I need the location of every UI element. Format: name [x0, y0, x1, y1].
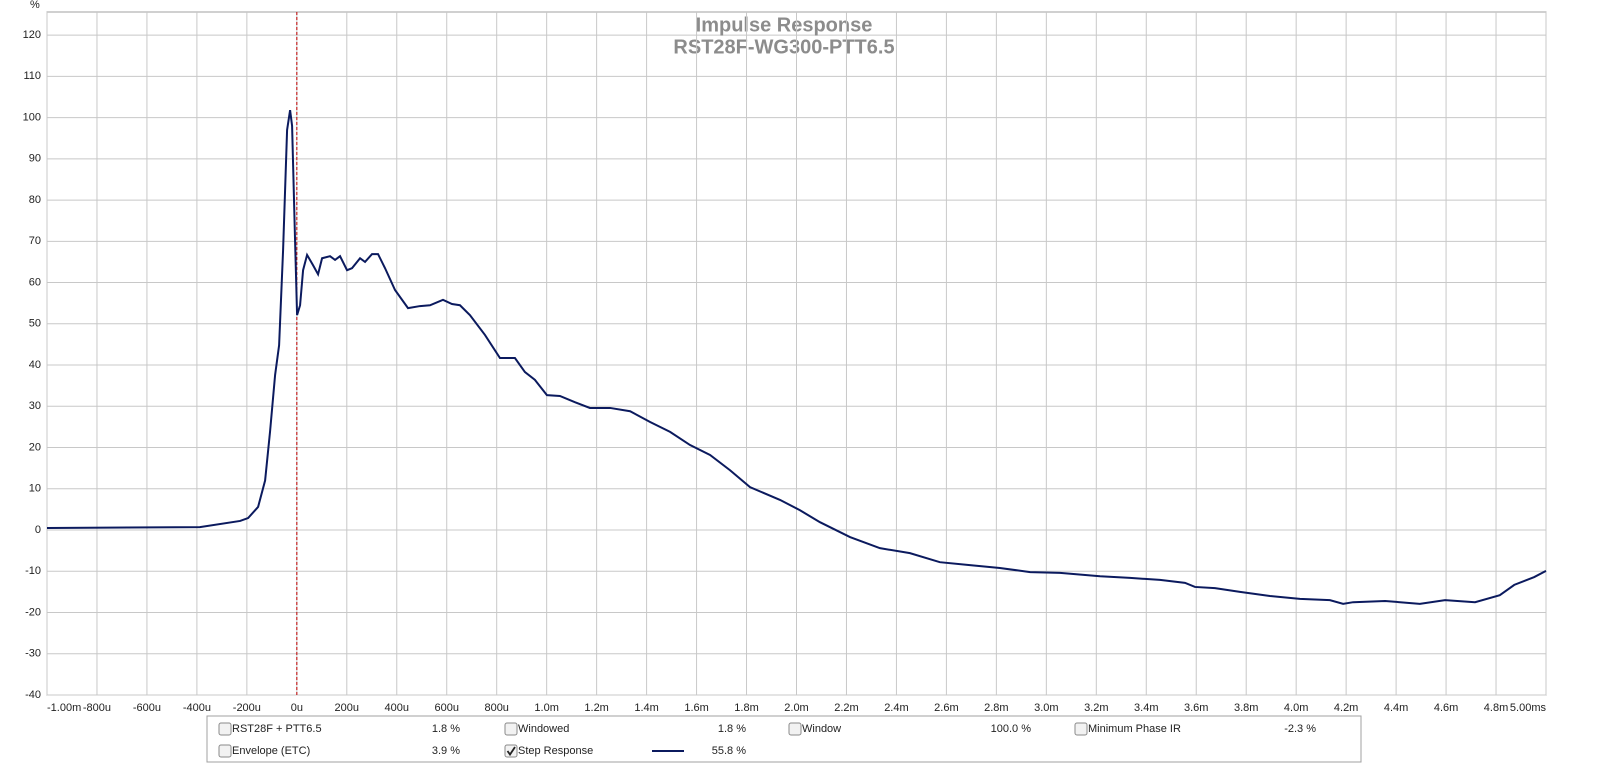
legend-readout: 3.9 %	[432, 745, 460, 757]
x-tick-label: 0u	[291, 702, 303, 714]
checkbox[interactable]	[1074, 722, 1088, 736]
legend-name: RST28F + PTT6.5	[232, 723, 322, 735]
x-tick-label: 400u	[385, 702, 409, 714]
checkbox[interactable]	[218, 722, 232, 736]
legend-name: Windowed	[518, 723, 569, 735]
y-tick-label: -40	[25, 689, 41, 701]
x-tick-label: -600u	[133, 702, 161, 714]
y-tick-label: 40	[29, 359, 41, 371]
legend-name: Window	[802, 723, 841, 735]
step-response-line	[46, 110, 1547, 605]
y-tick-label: 100	[23, 111, 41, 123]
legend-panel	[206, 715, 1362, 763]
checkbox[interactable]	[504, 722, 518, 736]
legend-readout: 100.0 %	[991, 723, 1032, 735]
legend-readout: -2.3 %	[1284, 723, 1316, 735]
checkbox[interactable]	[504, 744, 518, 758]
y-tick-label: 30	[29, 400, 41, 412]
x-tick-label: 3.8m	[1234, 702, 1258, 714]
x-tick-label: 200u	[335, 702, 359, 714]
legend-readout: 55.8 %	[712, 745, 746, 757]
x-tick-label: 5.00ms	[1510, 702, 1547, 714]
y-tick-label: 110	[23, 70, 41, 82]
y-tick-label: -30	[25, 648, 41, 660]
y-tick-label: 70	[29, 235, 41, 247]
chart-title: Impulse Response	[696, 14, 873, 36]
x-tick-label: 4.4m	[1384, 702, 1408, 714]
x-tick-label: 1.6m	[684, 702, 708, 714]
x-tick-label: -1.00m	[47, 702, 81, 714]
legend-name: Envelope (ETC)	[232, 745, 310, 757]
x-tick-label: 1.2m	[584, 702, 608, 714]
x-tick-label: 1.8m	[734, 702, 758, 714]
x-tick-label: 3.2m	[1084, 702, 1108, 714]
x-tick-label: 600u	[434, 702, 458, 714]
x-tick-label: 2.4m	[884, 702, 908, 714]
legend-readout: 1.8 %	[718, 723, 746, 735]
y-tick-label: -10	[25, 565, 41, 577]
x-tick-label: 2.2m	[834, 702, 858, 714]
legend-name: Step Response	[518, 745, 593, 757]
x-tick-label: 4.6m	[1434, 702, 1458, 714]
x-tick-label: 2.0m	[784, 702, 808, 714]
legend-name: Minimum Phase IR	[1088, 723, 1181, 735]
y-tick-label: 0	[35, 524, 41, 536]
x-tick-label: 4.0m	[1284, 702, 1308, 714]
y-tick-label: 60	[29, 276, 41, 288]
x-tick-label: -800u	[83, 702, 111, 714]
x-tick-label: 2.8m	[984, 702, 1008, 714]
checkmark	[506, 746, 516, 757]
y-tick-label: 20	[29, 441, 41, 453]
y-tick-label: 120	[23, 29, 41, 41]
y-tick-label: 50	[29, 318, 41, 330]
legend-readout: 1.8 %	[432, 723, 460, 735]
x-tick-label: 3.0m	[1034, 702, 1058, 714]
y-tick-label: -20	[25, 606, 41, 618]
y-tick-label: 90	[29, 153, 41, 165]
x-tick-label: 4.8m	[1484, 702, 1508, 714]
x-tick-label: 3.4m	[1134, 702, 1158, 714]
x-tick-label: 1.4m	[634, 702, 658, 714]
x-tick-label: 3.6m	[1184, 702, 1208, 714]
checkbox[interactable]	[788, 722, 802, 736]
y-unit: %	[30, 0, 40, 11]
checkbox[interactable]	[218, 744, 232, 758]
x-tick-label: -400u	[183, 702, 211, 714]
x-tick-label: -200u	[233, 702, 261, 714]
chart-subtitle: RST28F-WG300-PTT6.5	[673, 36, 894, 58]
x-tick-label: 4.2m	[1334, 702, 1358, 714]
x-tick-label: 2.6m	[934, 702, 958, 714]
x-tick-label: 800u	[484, 702, 508, 714]
x-tick-label: 1.0m	[534, 702, 558, 714]
y-tick-label: 10	[29, 483, 41, 495]
y-tick-label: 80	[29, 194, 41, 206]
